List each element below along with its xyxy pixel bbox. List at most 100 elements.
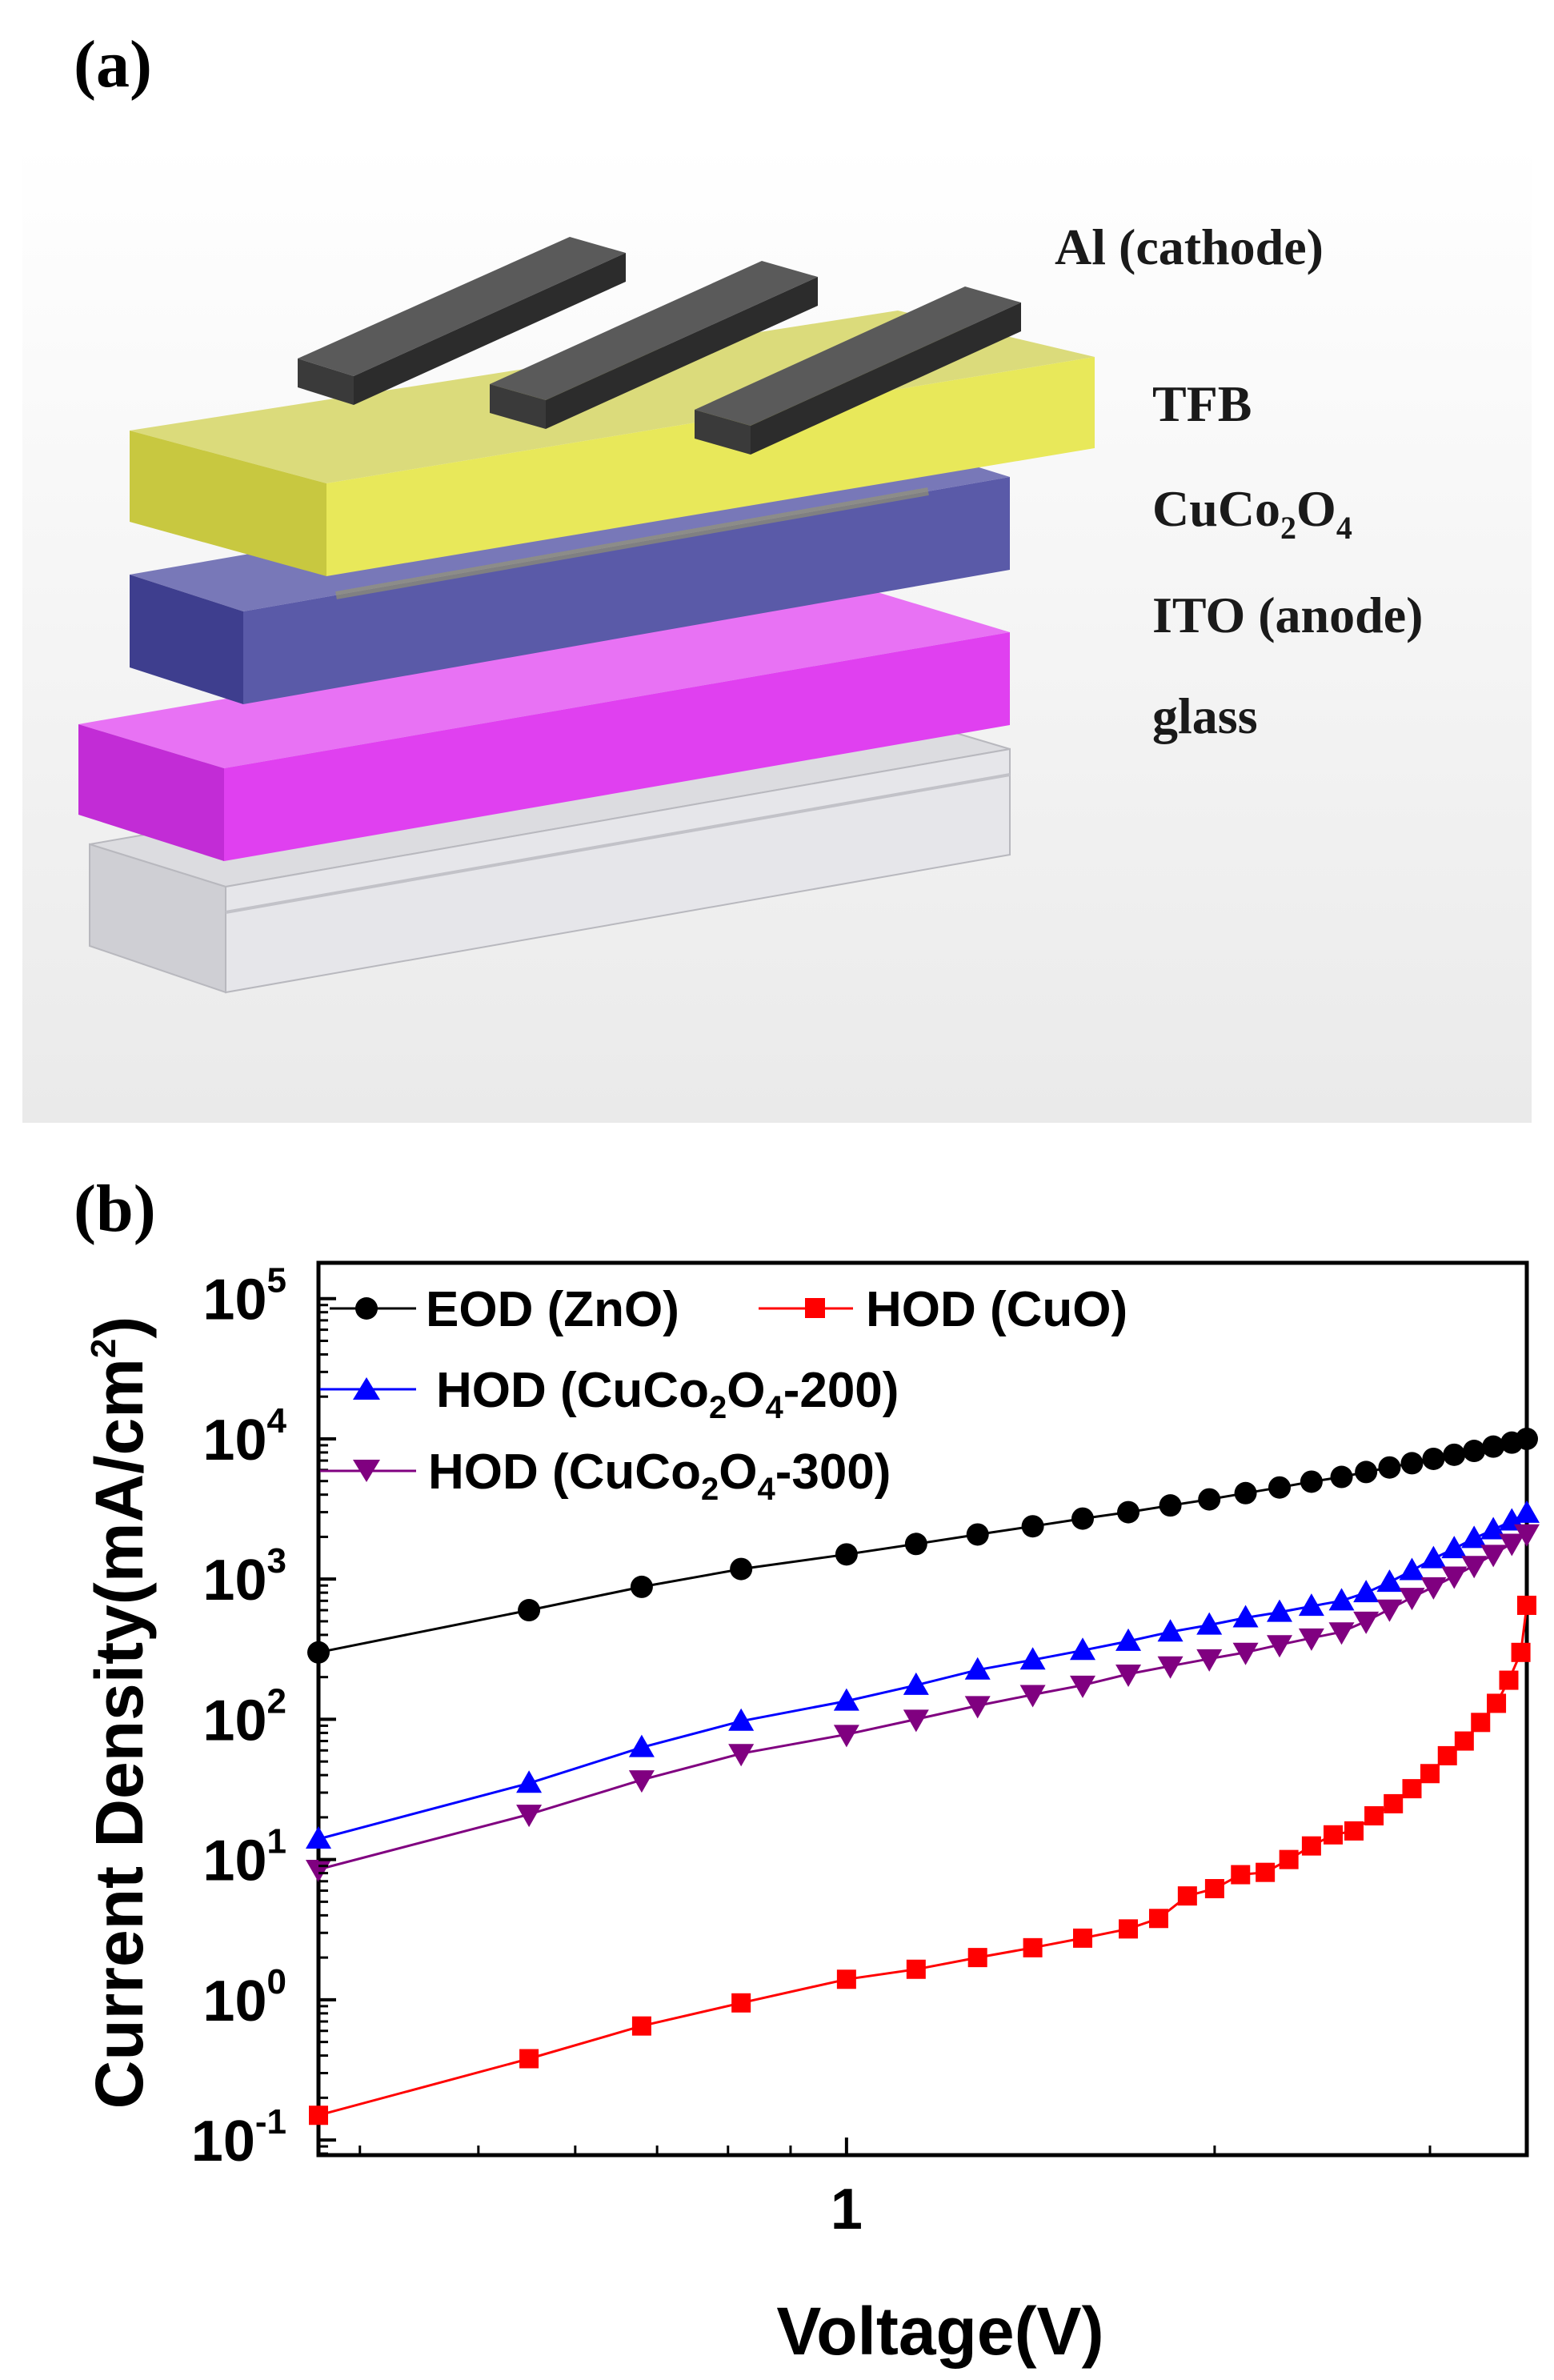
data-point-square [1511, 1642, 1531, 1662]
data-point-square [1499, 1670, 1519, 1690]
data-point-square [309, 2106, 328, 2126]
layer-al-cathode [298, 237, 1021, 455]
data-point-circle [1400, 1452, 1424, 1475]
data-point-circle [1021, 1515, 1044, 1538]
data-point-square [1402, 1779, 1422, 1799]
label-ito-anode: ITO (anode) [1152, 587, 1423, 643]
y-tick-label: 104 [202, 1401, 286, 1472]
data-point-circle [1234, 1481, 1257, 1505]
legend-entry-eod-zno: EOD (ZnO) [330, 1282, 679, 1337]
data-point-triangle-up [1328, 1588, 1355, 1611]
data-point-square [1517, 1595, 1536, 1615]
data-point-circle [1463, 1440, 1486, 1463]
data-point-circle [1330, 1465, 1353, 1489]
data-point-circle [1071, 1507, 1094, 1530]
data-point-square [731, 1993, 751, 2013]
data-point-triangle-up [516, 1770, 543, 1793]
data-point-triangle-down [1019, 1685, 1046, 1708]
data-point-triangle-up [728, 1708, 755, 1731]
data-point-triangle-up [1115, 1628, 1142, 1651]
data-point-triangle-up [1441, 1536, 1468, 1559]
data-point-square [1420, 1764, 1440, 1784]
data-point-circle [904, 1533, 927, 1556]
legend-entry-hod-cuco2o4-200: HOD (CuCo2O4-200) [320, 1363, 899, 1425]
legend: EOD (ZnO) HOD (CuO) HOD (CuCo2O4-200) HO… [320, 1282, 1127, 1507]
data-point-triangle-up [1019, 1647, 1046, 1670]
data-point-triangle-up [1232, 1605, 1259, 1628]
data-point-triangle-up [1267, 1599, 1293, 1622]
data-point-triangle-up [1461, 1525, 1488, 1549]
data-point-circle [1159, 1494, 1182, 1517]
data-point-square [1437, 1745, 1457, 1765]
legend-label-eod-zno: EOD (ZnO) [426, 1282, 679, 1337]
data-point-triangle-down [1069, 1675, 1095, 1698]
data-point-square [1364, 1806, 1384, 1826]
y-tick-label: 102 [202, 1681, 286, 1753]
data-point-circle [1355, 1460, 1378, 1484]
data-point-square [836, 1969, 856, 1989]
legend-marker-triangle-down [353, 1460, 380, 1482]
data-point-circle [518, 1599, 541, 1622]
data-point-triangle-up [1353, 1580, 1380, 1603]
y-tick-label: 105 [202, 1261, 286, 1332]
data-point-triangle-down [833, 1725, 859, 1748]
data-point-triangle-down [1480, 1545, 1507, 1568]
series-line [318, 1605, 1528, 2117]
data-point-circle [1378, 1456, 1401, 1479]
data-point-triangle-up [1069, 1637, 1095, 1661]
data-point-square [1023, 1937, 1043, 1957]
data-point-triangle-down [1376, 1599, 1403, 1622]
data-point-triangle-down [1196, 1649, 1223, 1672]
legend-marker-triangle-up [353, 1377, 380, 1400]
data-point-triangle-down [1399, 1588, 1425, 1611]
data-point-circle [1117, 1501, 1140, 1524]
data-point-square [1279, 1849, 1299, 1869]
data-point-triangle-down [1267, 1635, 1293, 1658]
data-point-square [1148, 1909, 1168, 1929]
data-point-square [1454, 1731, 1474, 1751]
data-point-triangle-down [1514, 1524, 1540, 1547]
device-schematic: Al (cathode) TFB CuCo2O4 ITO (anode) gla… [22, 142, 1532, 1123]
data-point-circle [1422, 1447, 1445, 1470]
data-point-circle [630, 1575, 653, 1598]
data-point-triangle-down [1499, 1533, 1525, 1557]
data-point-triangle-down [964, 1696, 991, 1719]
data-point-triangle-down [1328, 1622, 1355, 1645]
data-point-triangle-up [306, 1826, 331, 1849]
data-point-triangle-up [964, 1657, 991, 1680]
data-point-square [1323, 1825, 1343, 1845]
data-point-circle [730, 1557, 753, 1581]
data-point-square [967, 1948, 987, 1968]
data-point-square [1072, 1928, 1092, 1948]
data-point-square [906, 1959, 926, 1979]
y-tick-label: 103 [202, 1541, 286, 1613]
label-glass: glass [1152, 687, 1258, 744]
data-point-circle [1516, 1427, 1538, 1450]
x-tick-label: 1 [831, 2178, 863, 2242]
data-point-square [631, 2016, 651, 2036]
label-tfb: TFB [1152, 375, 1252, 432]
y-tick-label: 10-1 [191, 2102, 286, 2174]
data-point-triangle-down [628, 1770, 655, 1793]
data-point-triangle-down [903, 1709, 929, 1733]
data-point-square [1487, 1693, 1507, 1713]
data-point-circle [1268, 1476, 1292, 1499]
data-point-square [1231, 1865, 1251, 1885]
y-axis-title: Current Density(mA/cm2) [82, 1316, 157, 2110]
data-point-triangle-up [1157, 1619, 1184, 1642]
jv-chart: 10-1 100 101 102 103 104 105 1 Voltage(V) Curre… [82, 1260, 1540, 2369]
series-eod-zno [307, 1427, 1538, 1664]
data-point-triangle-up [1196, 1612, 1223, 1635]
series-hod-cuco2o4-200 [306, 1500, 1540, 1849]
data-point-triangle-up [1298, 1593, 1324, 1617]
layer-ito [78, 588, 1010, 861]
data-point-triangle-up [1376, 1569, 1403, 1593]
data-point-square [1471, 1713, 1491, 1733]
panel-b-tag: (b) [74, 1172, 156, 1246]
data-point-triangle-up [628, 1734, 655, 1757]
data-point-triangle-down [1461, 1556, 1488, 1579]
data-point-triangle-down [1441, 1566, 1468, 1589]
series-line [318, 1533, 1528, 1871]
data-point-triangle-down [1115, 1664, 1142, 1687]
x-axis-title: Voltage(V) [776, 2294, 1103, 2369]
